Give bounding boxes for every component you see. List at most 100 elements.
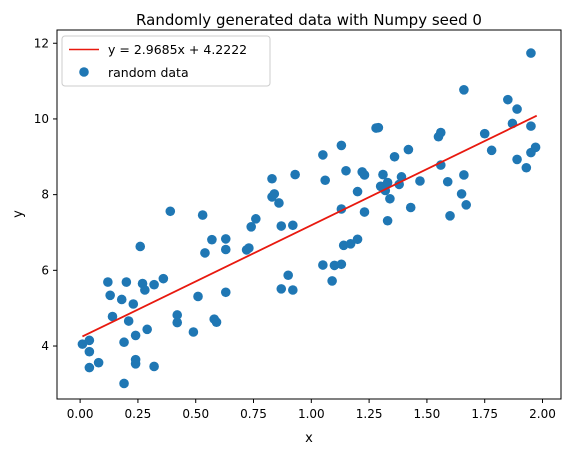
- data-point: [290, 169, 300, 180]
- data-point: [445, 211, 455, 221]
- data-point: [283, 270, 293, 281]
- legend-data-label: random data: [108, 65, 189, 80]
- y-tick-label: 8: [41, 188, 49, 202]
- y-tick-label: 6: [41, 263, 49, 277]
- data-point: [382, 215, 393, 226]
- data-point: [389, 151, 400, 162]
- y-tick-label: 4: [41, 339, 49, 353]
- data-point: [211, 317, 222, 327]
- data-point: [130, 354, 141, 365]
- data-point: [318, 260, 328, 270]
- data-point: [251, 214, 261, 224]
- data-point: [359, 207, 370, 217]
- x-tick-label: 0.25: [125, 407, 152, 421]
- data-points: [77, 48, 541, 389]
- x-axis-label: x: [305, 431, 313, 446]
- data-point: [373, 122, 384, 133]
- data-point: [93, 357, 104, 368]
- data-point: [352, 186, 363, 197]
- data-point: [158, 273, 169, 284]
- data-point: [479, 128, 490, 139]
- data-point: [403, 144, 414, 155]
- data-point: [526, 121, 536, 131]
- data-point: [512, 104, 522, 114]
- x-tick-label: 0.75: [240, 407, 267, 421]
- y-axis-label: y: [11, 210, 26, 218]
- data-point: [382, 177, 393, 188]
- data-point: [396, 172, 407, 182]
- data-point: [121, 277, 132, 287]
- data-point: [274, 198, 284, 208]
- data-point: [246, 222, 256, 232]
- y-axis-ticks: 4 6 8 10 12: [34, 36, 57, 353]
- data-point: [84, 346, 95, 357]
- data-point: [276, 284, 287, 294]
- data-point: [84, 362, 95, 373]
- data-point: [220, 287, 231, 298]
- data-point: [461, 200, 472, 210]
- data-point: [207, 234, 217, 245]
- data-point: [244, 243, 254, 253]
- data-point: [435, 127, 446, 138]
- data-point: [359, 170, 370, 180]
- data-point: [456, 189, 467, 199]
- legend-fit-label: y = 2.9685x + 4.2222: [108, 42, 247, 57]
- data-point: [135, 241, 146, 252]
- x-tick-label: 1.25: [356, 407, 383, 421]
- x-tick-label: 1.75: [471, 407, 498, 421]
- data-point: [105, 290, 115, 301]
- data-point: [405, 202, 416, 213]
- data-point: [130, 330, 141, 341]
- data-point: [220, 234, 231, 244]
- x-tick-label: 2.00: [529, 407, 556, 421]
- chart-title: Randomly generated data with Numpy seed …: [136, 11, 482, 29]
- data-point: [521, 162, 532, 173]
- data-point: [526, 48, 536, 58]
- data-point: [128, 299, 139, 309]
- x-tick-label: 0.50: [182, 407, 209, 421]
- fit-line-layer: [82, 114, 538, 338]
- data-point: [197, 210, 208, 220]
- y-tick-label: 10: [34, 112, 49, 126]
- data-point: [103, 277, 113, 287]
- data-point: [327, 276, 337, 286]
- y-tick-label: 12: [34, 36, 49, 50]
- data-point: [486, 145, 497, 156]
- data-point: [172, 310, 183, 320]
- data-point: [341, 165, 351, 176]
- x-axis-ticks: 0.00 0.25 0.50 0.75 1.00 1.25 1.50 1.75 2.00: [67, 399, 556, 421]
- x-tick-label: 1.50: [414, 407, 441, 421]
- data-point: [318, 150, 328, 160]
- data-point: [512, 154, 522, 165]
- data-point: [107, 311, 118, 322]
- data-point: [352, 234, 363, 245]
- data-point: [530, 142, 541, 153]
- data-point: [385, 193, 395, 204]
- legend-point-swatch: [79, 67, 89, 77]
- data-point: [336, 140, 347, 151]
- data-point: [220, 244, 231, 255]
- data-point: [140, 285, 150, 295]
- data-point: [503, 94, 513, 105]
- data-point: [378, 169, 388, 180]
- legend-box: [61, 35, 271, 87]
- data-point: [193, 291, 203, 302]
- fit-line: [82, 114, 538, 338]
- data-point: [267, 173, 277, 184]
- data-point: [149, 361, 159, 372]
- data-point: [165, 206, 176, 217]
- data-point: [459, 170, 469, 180]
- data-point: [336, 259, 347, 270]
- plot-area: [56, 29, 562, 400]
- data-point: [142, 324, 152, 335]
- data-point: [345, 239, 356, 249]
- data-point: [188, 327, 199, 337]
- data-point: [269, 189, 280, 199]
- data-point: [119, 337, 129, 348]
- data-point: [200, 248, 210, 258]
- data-point: [149, 279, 159, 290]
- legend: y = 2.9685x + 4.2222 random data: [61, 35, 271, 87]
- x-tick-label: 1.00: [298, 407, 325, 421]
- data-point: [123, 316, 134, 326]
